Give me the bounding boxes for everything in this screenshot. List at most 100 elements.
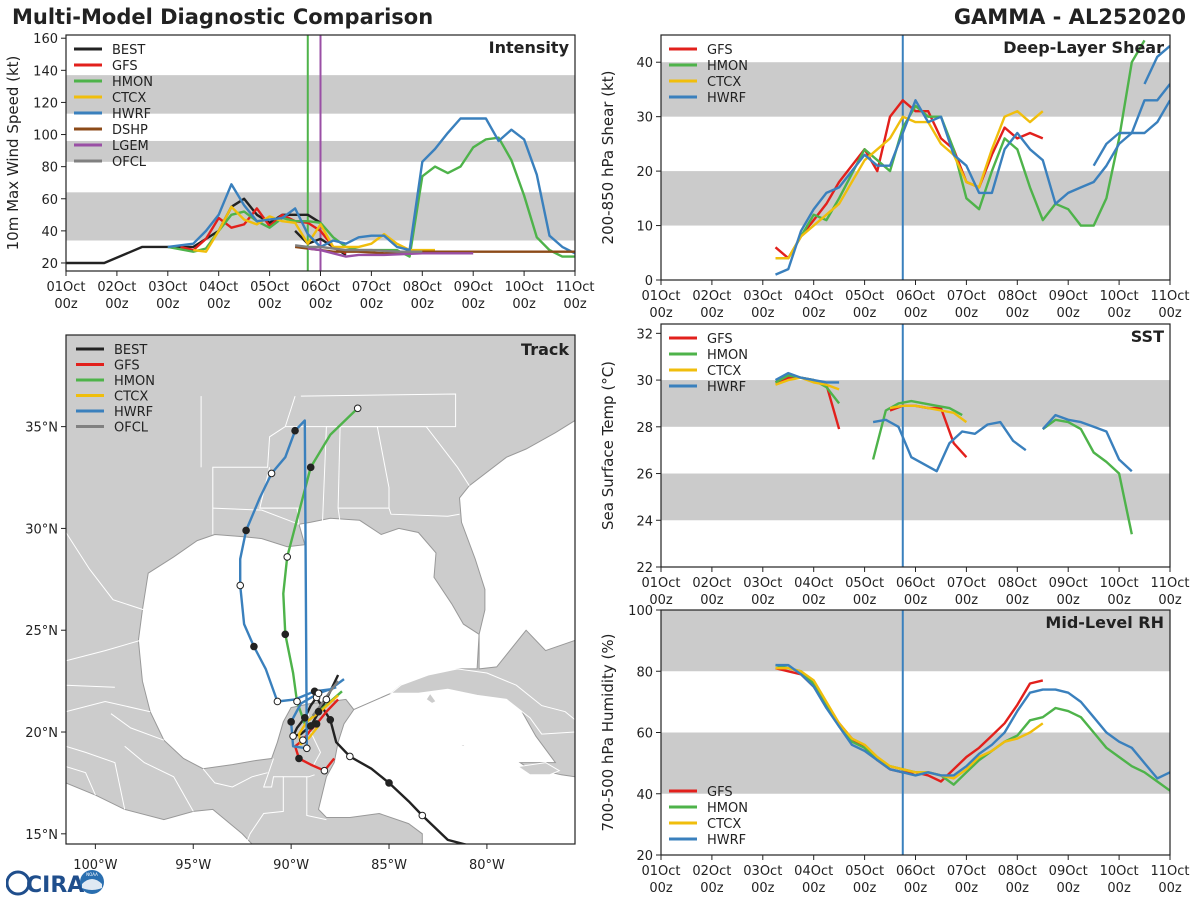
rh-xtick-label-hour: 00z: [649, 881, 673, 896]
intensity-xtick-label-hour: 00z: [54, 297, 78, 312]
track-hwrf-marker: [267, 469, 276, 478]
intensity-xtick-label: 02Oct: [97, 280, 136, 295]
track-hwrf-marker: [250, 642, 258, 651]
shear-xtick-label: 07Oct: [947, 289, 986, 304]
track-gfs-marker: [295, 754, 303, 763]
intensity-legend-label-dshp: DSHP: [112, 123, 148, 138]
track-hmon-marker: [314, 707, 323, 716]
sst-band-0: [661, 473, 1170, 521]
shear-legend-label-gfs: GFS: [707, 43, 733, 58]
sst-xtick-label: 02Oct: [692, 576, 731, 591]
sst-band-1: [661, 380, 1170, 427]
border-line-14: [202, 768, 268, 788]
shear-xtick-label-hour: 00z: [649, 306, 673, 321]
sst-xtick-label-hour: 00z: [802, 593, 826, 608]
rh-xtick-label-hour: 00z: [1158, 881, 1182, 896]
shear-series-hwrf-5: [1143, 44, 1170, 85]
track-hmon-marker: [281, 630, 290, 639]
rh-xtick-label: 11Oct: [1150, 864, 1189, 879]
sst-ytick-label: 30: [636, 374, 653, 389]
rh-series-ctcx-2: [775, 667, 1044, 780]
intensity-xtick-label: 10Oct: [505, 280, 544, 295]
intensity-ytick-label: 100: [33, 129, 58, 144]
rh-xtick-label: 07Oct: [947, 864, 986, 879]
intensity-xtick-label: 05Oct: [250, 280, 289, 295]
intensity-series-hwrf-5: [167, 117, 575, 255]
shear-xtick-label-hour: 00z: [700, 306, 724, 321]
rh-xtick-label-hour: 00z: [853, 881, 877, 896]
track-ytick-label: 35°N: [25, 421, 58, 436]
intensity-legend-label-lgem: LGEM: [112, 139, 149, 154]
shear-xtick-label-hour: 00z: [904, 306, 928, 321]
track-best-marker: [346, 752, 354, 761]
intensity-legend-label-gfs: GFS: [112, 59, 138, 74]
track-legend-label-hmon: HMON: [114, 374, 155, 389]
track-hwrf-marker: [242, 526, 250, 535]
shear-ytick-label: 0: [645, 274, 653, 289]
rh-ytick-label: 60: [636, 727, 653, 742]
sst-xtick-label: 06Oct: [896, 576, 935, 591]
intensity-ytick-label: 40: [41, 225, 58, 240]
intensity-ytick-label: 120: [33, 96, 58, 111]
sst-xtick-label: 01Oct: [641, 576, 680, 591]
intensity-legend-label-ofcl: OFCL: [112, 155, 147, 170]
sst-xtick-label-hour: 00z: [1006, 593, 1030, 608]
intensity-xtick-label: 01Oct: [46, 280, 85, 295]
sst-xtick-label-hour: 00z: [1158, 593, 1182, 608]
intensity-legend-label-hmon: HMON: [112, 75, 153, 90]
shear-legend-label-ctcx: CTCX: [707, 75, 741, 90]
intensity-series-ctcx-4: [193, 205, 435, 253]
track-xtick-label: 80°W: [469, 858, 505, 873]
border-line-7: [66, 532, 151, 613]
cira-logo: CIRA NOAA: [6, 870, 104, 898]
sst-ytick-label: 26: [636, 468, 653, 483]
sst-ytick-label: 28: [636, 421, 653, 436]
shear-xtick-label: 03Oct: [743, 289, 782, 304]
border-line-10: [262, 758, 284, 788]
intensity-xtick-label: 07Oct: [352, 280, 391, 295]
sst-ytick-label: 32: [636, 327, 653, 342]
sst-xtick-label-hour: 00z: [649, 593, 673, 608]
rh-xtick-label: 06Oct: [896, 864, 935, 879]
pacific-water: [66, 782, 253, 844]
rh-xtick-label: 08Oct: [998, 864, 1037, 879]
border-line-16: [337, 426, 341, 509]
track-best-marker: [289, 732, 297, 740]
intensity-xtick-label: 06Oct: [301, 280, 340, 295]
track-hmon-marker: [293, 697, 301, 706]
rh-legend-label-gfs: GFS: [707, 785, 733, 800]
intensity-xtick-label-hour: 00z: [512, 297, 536, 312]
track-frame: [65, 334, 576, 845]
track-ytick-label: 15°N: [25, 828, 58, 843]
intensity-ytick-label: 80: [41, 161, 58, 176]
intensity-xtick-label-hour: 00z: [563, 297, 587, 312]
jamaica-land: [516, 762, 561, 776]
shear-series-hwrf-3: [775, 99, 1170, 276]
rh-xtick-label: 09Oct: [1049, 864, 1088, 879]
shear-ytick-label: 30: [636, 111, 653, 126]
intensity-legend-label-hwrf: HWRF: [112, 107, 151, 122]
track-hwrf-marker: [314, 689, 323, 698]
rh-xtick-label: 02Oct: [692, 864, 731, 879]
atlantic-water: [458, 419, 575, 720]
track-hwrf-marker: [291, 426, 299, 435]
rh-xtick-label: 04Oct: [794, 864, 833, 879]
track-hmon-marker: [283, 553, 292, 561]
sst-xtick-label: 05Oct: [845, 576, 884, 591]
shear-legend-label-hwrf: HWRF: [707, 91, 746, 106]
shear-series-hwrf-4: [1092, 83, 1170, 167]
shear-xtick-label-hour: 00z: [853, 306, 877, 321]
track-xtick-label: 85°W: [371, 858, 407, 873]
shear-xtick-label-hour: 00z: [1006, 306, 1030, 321]
track-legend-label-ofcl: OFCL: [114, 421, 149, 436]
rh-xtick-label-hour: 00z: [700, 881, 724, 896]
border-line-20: [66, 766, 96, 796]
track-gfs-marker: [320, 766, 329, 775]
sst-series-hwrf-7: [774, 371, 840, 384]
track-gfs-marker: [312, 720, 321, 728]
sst-xtick-label-hour: 00z: [751, 593, 775, 608]
sst-panel: 22 24 26 28 30 32 01Oct 00z 02Oct 00z 03Oct 00z 04Oc…: [599, 323, 1190, 608]
shear-xtick-label: 04Oct: [794, 289, 833, 304]
figure-title-right: GAMMA - AL252020: [953, 5, 1186, 29]
rh-ytick-label: 20: [636, 849, 653, 864]
